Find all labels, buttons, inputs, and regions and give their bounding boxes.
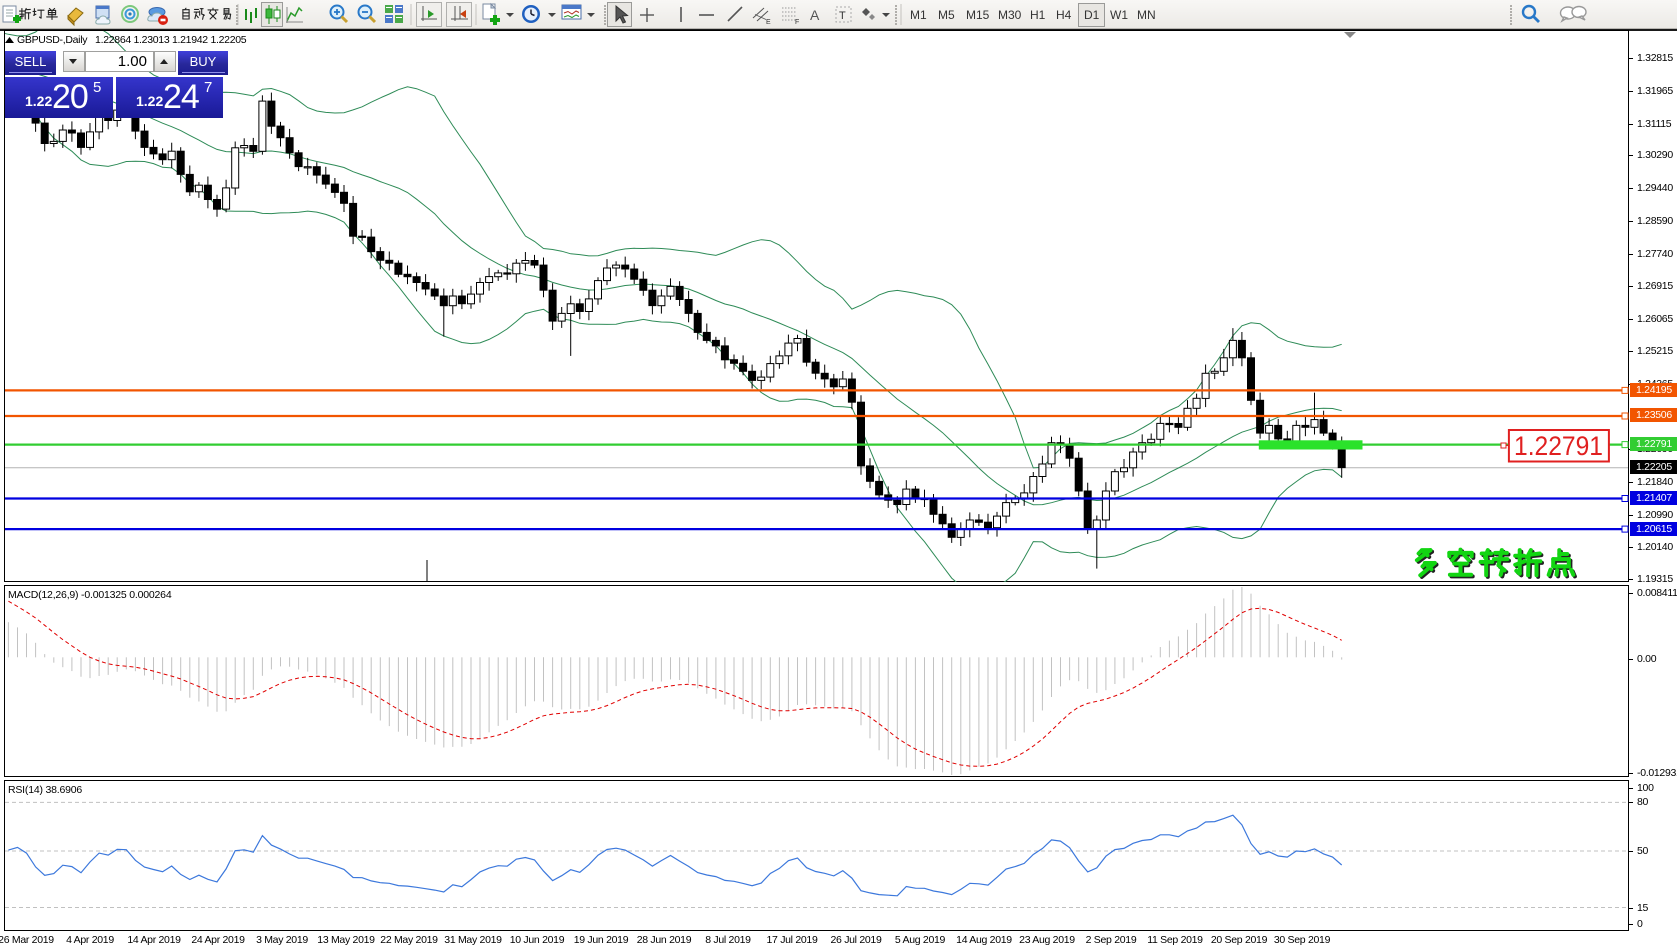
svg-text:F: F [795, 19, 799, 26]
svg-text:E: E [766, 19, 771, 26]
svg-text:1.22791: 1.22791 [1514, 431, 1603, 461]
svg-text:A: A [810, 7, 820, 23]
svg-text:T: T [839, 10, 846, 22]
